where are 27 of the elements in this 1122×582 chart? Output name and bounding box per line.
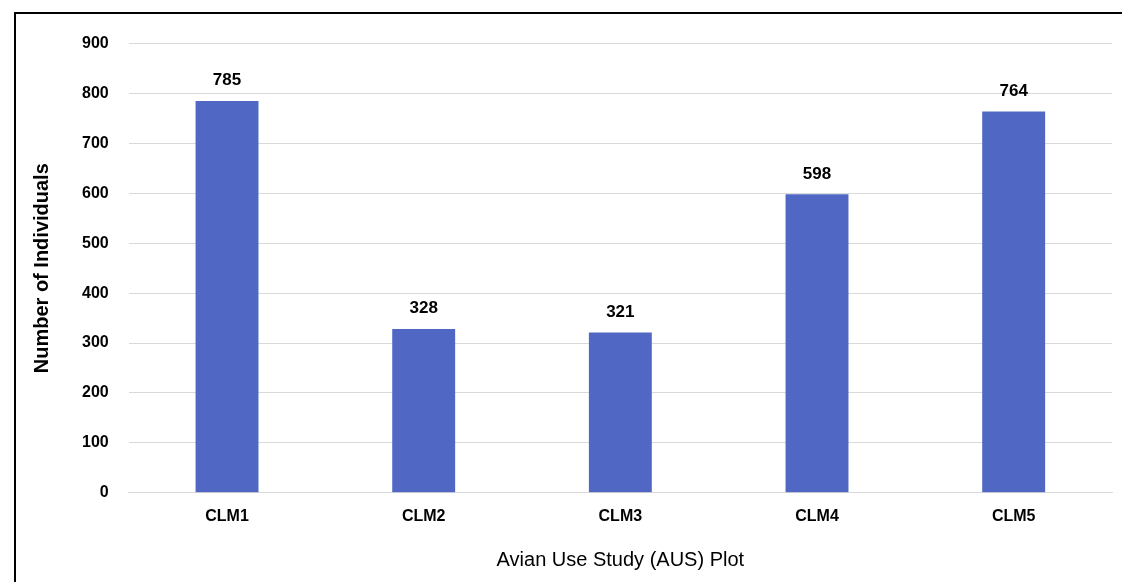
data-label: 321	[606, 301, 635, 321]
x-axis-title: Avian Use Study (AUS) Plot	[496, 547, 745, 570]
bar	[785, 194, 849, 493]
y-tick-label: 200	[81, 383, 109, 401]
y-tick-label: 500	[81, 233, 109, 251]
data-label: 764	[999, 80, 1029, 100]
x-tick-label: CLM2	[401, 506, 446, 524]
x-tick-label: CLM4	[795, 506, 839, 524]
y-tick-label: 800	[81, 83, 109, 101]
bar	[588, 332, 652, 493]
data-label: 328	[409, 298, 438, 318]
bar	[982, 111, 1046, 493]
x-tick-label: CLM1	[205, 506, 249, 524]
data-label: 785	[212, 70, 242, 90]
y-tick-label: 100	[81, 433, 109, 451]
bar	[195, 101, 259, 493]
x-tick-label: CLM3	[598, 506, 643, 524]
y-tick-label: 600	[81, 183, 109, 201]
bar	[392, 329, 456, 493]
y-tick-label: 700	[81, 133, 109, 151]
y-axis-title: Number of Individuals	[29, 163, 52, 374]
x-tick-label: CLM5	[991, 506, 1036, 524]
y-tick-label: 400	[81, 283, 109, 301]
y-tick-label: 300	[81, 333, 109, 351]
y-tick-label: 900	[81, 34, 109, 52]
data-label: 598	[802, 163, 832, 183]
y-tick-label: 0	[99, 483, 109, 501]
